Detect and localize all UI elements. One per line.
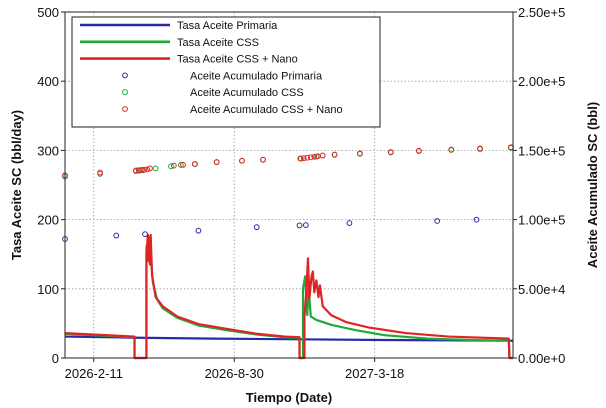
y-axis-left-title: Tasa Aceite SC (bbl/day) [9,110,24,260]
marker-point [357,150,363,157]
marker-point [142,231,148,238]
x-tick-label: 2026-8-30 [205,366,264,381]
legend-swatch-marker [122,89,128,96]
marker-point [260,156,266,163]
legend-label: Aceite Acumulado Primaria [190,70,323,82]
y-right-tick-label: 5.00e+4 [518,282,565,297]
marker-point [147,165,153,172]
y-left-tick-label: 400 [37,74,59,89]
plot-frame [64,11,514,359]
marker-point [473,216,480,223]
y-right-tick-label: 2.50e+5 [518,5,565,20]
x-axis-title: Tiempo (Date) [246,390,332,405]
x-tick-label: 2027-3-18 [345,366,404,381]
marker-point [168,163,174,170]
marker-point [135,167,142,174]
marker-point [300,155,307,162]
legend: Tasa Aceite Primaria Tasa Aceite CSS Tasa … [71,16,381,128]
marker-point [307,154,314,161]
marker-point [448,146,455,153]
marker-point [133,167,139,174]
marker-point [304,154,311,161]
marker-point [138,167,145,173]
y-right-tick-label: 2.00e+5 [518,74,565,89]
marker-point [239,157,245,164]
marker-point [144,166,151,173]
series-aceite-acumulado-primaria-markers [62,216,480,242]
marker-point [180,161,186,168]
y-left-tick-label: 0 [52,351,59,366]
marker-point [152,165,159,172]
marker-point [477,145,483,152]
marker-point [434,218,441,224]
series-aceite-acumulado-css-nano-markers [62,144,514,179]
marker-point [416,147,422,154]
legend-label: Aceite Acumulado CSS [190,87,304,99]
marker-point [387,149,394,155]
marker-point [319,152,326,159]
y-left-tick-label: 500 [37,5,59,20]
marker-point [97,169,104,176]
axes: 0 100 200 300 400 500 0.00e+0 5.00e+4 1.00e+5 1.5… [37,5,565,381]
legend-swatch-marker [122,106,128,112]
y-right-tick-label: 1.00e+5 [518,213,565,228]
marker-point [253,224,260,231]
y-left-tick-label: 300 [37,143,59,158]
marker-point [302,222,309,229]
marker-point [296,222,303,229]
marker-point [311,153,318,160]
marker-point [346,220,353,226]
y-left-tick-label: 200 [37,213,59,228]
marker-point [331,151,338,158]
marker-point [213,159,220,165]
plot-series [62,144,514,360]
series-aceite-acumulado-css-markers [62,145,514,180]
marker-point [195,227,202,234]
y-left-tick-label: 100 [37,282,59,297]
x-tick-label: 2026-2-11 [65,366,123,381]
legend-label: Tasa Aceite CSS [177,37,259,49]
marker-point [170,162,177,169]
marker-point [297,155,304,162]
marker-point [177,162,184,168]
y-right-tick-label: 1.50e+5 [518,143,565,158]
marker-point [141,166,148,173]
marker-point [192,161,198,167]
legend-label: Tasa Aceite Primaria [177,20,278,32]
legend-label: Tasa Aceite CSS + Nano [177,54,298,66]
marker-point [113,232,120,239]
legend-label: Aceite Acumulado CSS + Nano [190,104,343,116]
y-axis-right-title: Aceite Acumulado SC (bbl) [585,102,600,268]
legend-box [71,16,381,128]
legend-swatch-marker [122,72,128,79]
y-right-tick-label: 0.00e+0 [518,351,565,366]
